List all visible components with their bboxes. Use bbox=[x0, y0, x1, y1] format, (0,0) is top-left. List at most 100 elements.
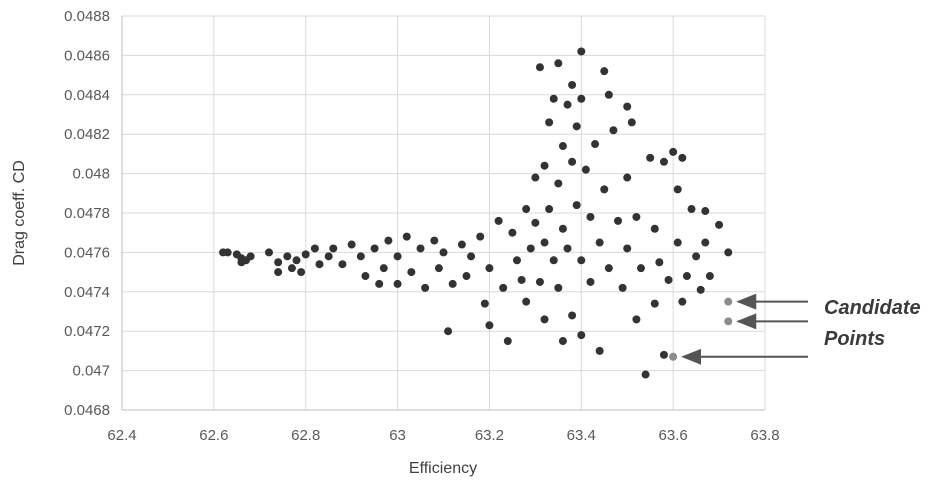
data-point bbox=[379, 264, 388, 273]
data-point bbox=[375, 279, 384, 288]
candidate-point bbox=[724, 297, 733, 306]
y-axis-title: Drag coeff. CD bbox=[11, 160, 28, 266]
data-point bbox=[563, 100, 572, 109]
data-point bbox=[586, 212, 595, 221]
data-point bbox=[600, 67, 609, 76]
data-point bbox=[659, 350, 668, 359]
data-point bbox=[558, 224, 567, 233]
data-point bbox=[535, 63, 544, 72]
axes bbox=[121, 16, 765, 411]
data-point bbox=[522, 205, 531, 214]
data-point bbox=[526, 244, 535, 253]
x-axis-title: Efficiency bbox=[409, 460, 477, 477]
data-point bbox=[274, 268, 283, 277]
x-tick-label: 62.6 bbox=[199, 427, 228, 444]
y-tick-label: 0.0476 bbox=[64, 244, 110, 261]
data-point bbox=[595, 238, 604, 247]
data-point bbox=[604, 90, 613, 99]
y-tick-label: 0.0478 bbox=[64, 205, 110, 222]
data-point bbox=[549, 256, 558, 265]
data-point bbox=[448, 279, 457, 288]
data-point bbox=[485, 264, 494, 273]
data-point bbox=[609, 126, 618, 135]
data-points bbox=[219, 47, 733, 379]
y-tick-label: 0.0482 bbox=[64, 126, 110, 143]
data-point bbox=[586, 277, 595, 286]
data-point bbox=[310, 244, 319, 253]
data-point bbox=[476, 232, 485, 241]
data-point bbox=[347, 240, 356, 249]
data-point bbox=[329, 244, 338, 253]
data-point bbox=[503, 337, 512, 346]
y-tick-label: 0.047 bbox=[72, 363, 110, 380]
data-point bbox=[467, 252, 476, 261]
data-point bbox=[531, 218, 540, 227]
data-point bbox=[568, 157, 577, 166]
data-point bbox=[650, 299, 659, 308]
data-point bbox=[545, 118, 554, 127]
data-point bbox=[508, 228, 517, 237]
x-tick-label: 63.2 bbox=[475, 427, 504, 444]
data-point bbox=[724, 248, 733, 257]
data-point bbox=[678, 153, 687, 162]
data-point bbox=[407, 268, 416, 277]
data-point bbox=[535, 277, 544, 286]
data-point bbox=[480, 299, 489, 308]
annotation-arrows bbox=[681, 293, 808, 365]
x-tick-label: 63.4 bbox=[567, 427, 596, 444]
data-point bbox=[356, 252, 365, 261]
data-point bbox=[568, 80, 577, 89]
data-point bbox=[577, 256, 586, 265]
data-point bbox=[678, 297, 687, 306]
data-point bbox=[274, 258, 283, 267]
data-point bbox=[499, 283, 508, 292]
y-tick-label: 0.0474 bbox=[64, 284, 110, 301]
candidate-point bbox=[724, 317, 733, 326]
data-point bbox=[554, 179, 563, 188]
data-point bbox=[246, 252, 255, 261]
data-point bbox=[264, 248, 273, 257]
data-point bbox=[494, 216, 503, 225]
data-point bbox=[549, 94, 558, 103]
data-point bbox=[604, 264, 613, 273]
data-point bbox=[283, 252, 292, 261]
data-point bbox=[540, 315, 549, 324]
y-tick-label: 0.0468 bbox=[64, 402, 110, 419]
data-point bbox=[554, 283, 563, 292]
data-point bbox=[384, 236, 393, 245]
data-point bbox=[673, 238, 682, 247]
data-point bbox=[287, 264, 296, 273]
data-point bbox=[517, 275, 526, 284]
data-point bbox=[641, 370, 650, 379]
data-point bbox=[627, 118, 636, 127]
x-tick-label: 63 bbox=[389, 427, 406, 444]
data-point bbox=[632, 315, 641, 324]
data-point bbox=[623, 173, 632, 182]
y-tick-label: 0.0472 bbox=[64, 323, 110, 340]
data-point bbox=[292, 256, 301, 265]
data-point bbox=[540, 161, 549, 170]
data-point bbox=[361, 272, 370, 281]
data-point bbox=[522, 297, 531, 306]
x-tick-label: 63.6 bbox=[659, 427, 688, 444]
x-tick-label: 63.8 bbox=[750, 427, 779, 444]
candidate-point bbox=[669, 352, 678, 361]
data-point bbox=[416, 244, 425, 253]
x-tick-label: 62.8 bbox=[291, 427, 320, 444]
data-point bbox=[223, 248, 232, 257]
data-point bbox=[462, 272, 471, 281]
data-point bbox=[370, 244, 379, 253]
data-point bbox=[315, 260, 324, 269]
data-point bbox=[636, 264, 645, 273]
data-point bbox=[692, 252, 701, 261]
data-point bbox=[595, 346, 604, 355]
data-point bbox=[705, 272, 714, 281]
data-point bbox=[393, 279, 402, 288]
y-tick-labels: 0.0468 0.047 0.0472 0.0474 0.0476 0.0478 0.048… bbox=[64, 8, 110, 419]
data-point bbox=[338, 260, 347, 269]
y-tick-label: 0.048 bbox=[72, 166, 110, 183]
data-point bbox=[701, 207, 710, 216]
data-point bbox=[402, 232, 411, 241]
data-point bbox=[457, 240, 466, 249]
